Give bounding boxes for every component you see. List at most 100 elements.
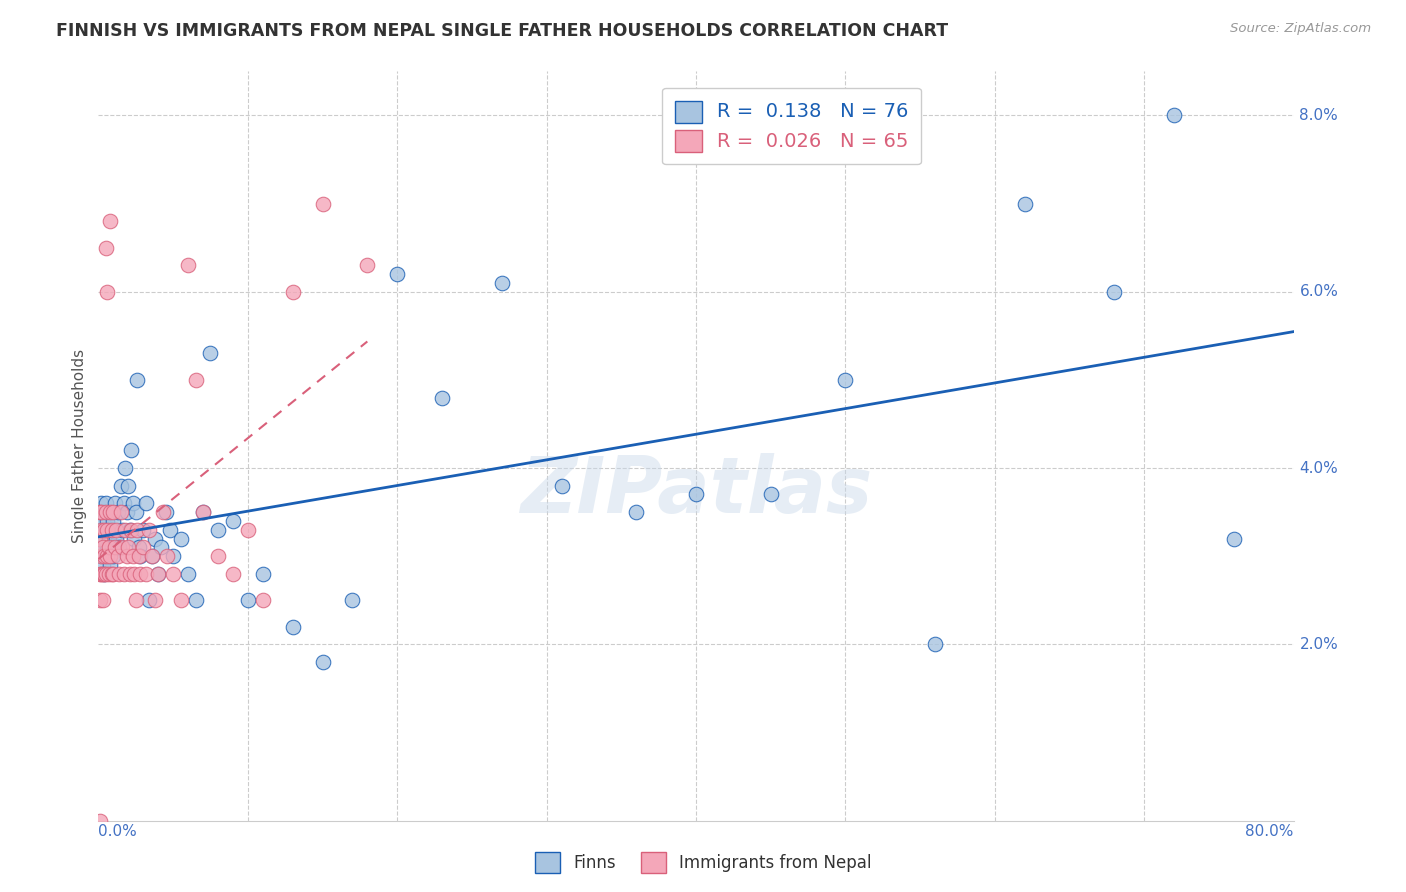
Point [1163, 108, 1185, 122]
Point [124, 532, 146, 546]
Point [127, 373, 149, 387]
Point [177, 566, 200, 581]
Point [152, 505, 174, 519]
Point [128, 549, 150, 564]
Point [89, 566, 111, 581]
Text: 0.0%: 0.0% [98, 824, 138, 839]
Point [107, 549, 129, 564]
Point [91, 541, 114, 555]
Point [93, 505, 115, 519]
Point [90, 549, 112, 564]
Legend: R =  0.138   N = 76, R =  0.026   N = 65: R = 0.138 N = 76, R = 0.026 N = 65 [662, 88, 921, 164]
Point [93, 523, 115, 537]
Point [118, 523, 141, 537]
Point [115, 549, 138, 564]
Text: 80.0%: 80.0% [1246, 824, 1294, 839]
Point [103, 566, 125, 581]
Point [135, 496, 157, 510]
Point [94, 505, 117, 519]
Point [115, 505, 138, 519]
Point [169, 532, 191, 546]
Point [150, 541, 173, 555]
Point [112, 566, 135, 581]
Text: Source: ZipAtlas.com: Source: ZipAtlas.com [1230, 22, 1371, 36]
Point [94, 496, 117, 510]
Point [141, 549, 163, 564]
Point [103, 514, 125, 528]
Point [111, 523, 134, 537]
Point [98, 505, 122, 519]
Text: 8.0%: 8.0% [1299, 108, 1339, 123]
Point [93, 566, 115, 581]
Point [90, 549, 112, 564]
Point [101, 541, 124, 555]
Point [107, 505, 129, 519]
Point [222, 566, 245, 581]
Point [143, 532, 166, 546]
Point [127, 523, 149, 537]
Point [112, 496, 135, 510]
Point [97, 566, 120, 581]
Point [90, 523, 112, 537]
Point [236, 593, 259, 607]
Point [104, 496, 127, 510]
Point [114, 523, 136, 537]
Point [117, 541, 139, 555]
Point [120, 443, 142, 458]
Point [90, 505, 112, 519]
Point [101, 566, 124, 581]
Point [89, 814, 111, 828]
Point [103, 505, 125, 519]
Point [97, 541, 120, 555]
Point [110, 478, 132, 492]
Point [162, 566, 184, 581]
Point [96, 514, 118, 528]
Point [236, 523, 259, 537]
Point [311, 196, 333, 211]
Point [138, 593, 160, 607]
Point [105, 532, 128, 546]
Point [834, 373, 856, 387]
Point [89, 593, 111, 607]
Point [111, 541, 134, 555]
Point [98, 549, 122, 564]
Point [207, 523, 229, 537]
Point [121, 549, 143, 564]
Point [91, 541, 114, 555]
Point [91, 558, 114, 572]
Point [128, 541, 150, 555]
Point [184, 593, 207, 607]
Point [97, 532, 120, 546]
Point [135, 566, 157, 581]
Point [252, 593, 274, 607]
Point [125, 593, 148, 607]
Point [156, 549, 179, 564]
Point [132, 523, 155, 537]
Point [430, 391, 453, 405]
Point [90, 496, 112, 510]
Point [169, 593, 191, 607]
Point [94, 566, 117, 581]
Point [98, 214, 122, 228]
Point [104, 541, 127, 555]
Point [125, 505, 148, 519]
Point [105, 523, 128, 537]
Text: 2.0%: 2.0% [1299, 637, 1339, 652]
Point [94, 241, 117, 255]
Point [207, 549, 229, 564]
Point [103, 549, 125, 564]
Point [108, 566, 131, 581]
Text: 4.0%: 4.0% [1299, 460, 1339, 475]
Point [200, 346, 222, 360]
Point [93, 566, 115, 581]
Point [177, 258, 200, 272]
Point [89, 505, 111, 519]
Text: FINNISH VS IMMIGRANTS FROM NEPAL SINGLE FATHER HOUSEHOLDS CORRELATION CHART: FINNISH VS IMMIGRANTS FROM NEPAL SINGLE … [56, 22, 949, 40]
Point [93, 549, 115, 564]
Point [162, 549, 184, 564]
Point [685, 487, 707, 501]
Point [89, 505, 111, 519]
Point [191, 505, 214, 519]
Point [129, 566, 152, 581]
Point [96, 549, 118, 564]
